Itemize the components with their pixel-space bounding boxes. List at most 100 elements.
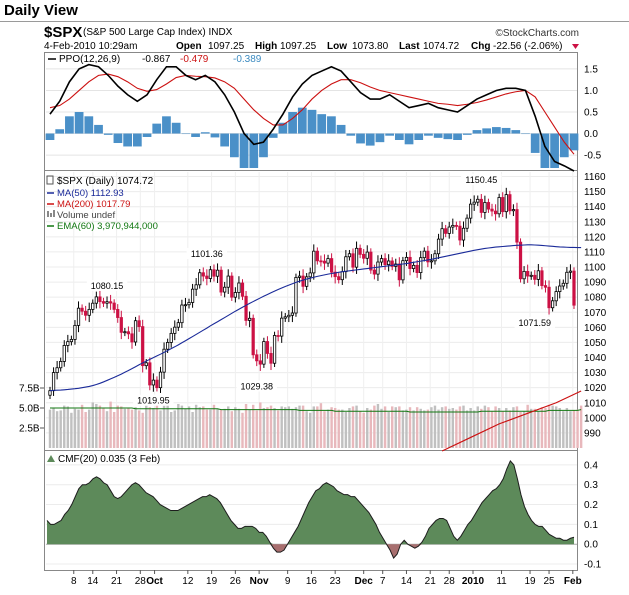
ppo-tick-label: 1.0 (584, 86, 598, 97)
candle (169, 332, 173, 343)
volume-bar (284, 407, 287, 448)
x-axis-label: 7 (380, 576, 386, 587)
candle (486, 202, 491, 210)
chg-value: -22.56 (-2.06%) (493, 41, 562, 52)
x-axis-label: 16 (306, 576, 318, 587)
candle (108, 301, 113, 304)
candle (262, 341, 266, 365)
candle (551, 300, 555, 309)
candle (126, 331, 131, 335)
volume-bar (455, 409, 458, 448)
volume-bar (465, 410, 469, 448)
volume-bar (145, 404, 148, 448)
x-axis-label: 14 (401, 576, 413, 587)
price-annotation: 1019.95 (137, 396, 170, 406)
volume-bar (469, 408, 472, 448)
ppo-histogram-bar (559, 133, 569, 158)
price-annotation: 1080.15 (91, 281, 124, 291)
ppo-histogram-bar (74, 112, 84, 134)
candle (290, 312, 295, 316)
volume-bar (194, 404, 198, 448)
volume-bar (287, 406, 291, 448)
candle (180, 304, 184, 324)
last-label: Last (399, 41, 420, 52)
ppo-legend: PPO(12,26,9) -0.867 -0.479 -0.389 (48, 54, 262, 65)
candle (526, 270, 530, 277)
candle (248, 317, 252, 321)
candle (490, 208, 494, 212)
candle (344, 256, 348, 273)
candle (447, 226, 451, 234)
candle (433, 253, 437, 262)
candle (440, 228, 444, 240)
candle (119, 317, 123, 333)
candle (404, 256, 409, 262)
candle (269, 353, 273, 364)
volume-bar (159, 410, 162, 448)
volume-bar (219, 409, 223, 448)
cmf-tick-label: 0.4 (584, 460, 598, 471)
price-annotation-bg (133, 394, 174, 406)
volume-bar (369, 409, 373, 448)
ppo-histogram-bar (162, 116, 171, 134)
candle (461, 227, 466, 241)
volume-tick-label: 7.5B (19, 384, 40, 395)
candle (219, 269, 223, 293)
candle (194, 284, 198, 290)
candle (48, 390, 52, 396)
candle (458, 225, 462, 241)
candle (372, 269, 376, 275)
price-annotation-bg (236, 380, 277, 392)
ppo-layer: 1.5 1.0 0.5 0.0 -0.5 (45, 63, 602, 172)
x-axis-label: 25 (543, 576, 555, 587)
candle (337, 276, 341, 281)
volume-bar (373, 405, 376, 448)
x-axis-label: Dec (355, 576, 374, 587)
volume-bar (91, 402, 94, 448)
candle (401, 260, 405, 281)
ppo-histogram-bar (230, 133, 239, 158)
candle (66, 341, 70, 346)
candle (226, 275, 230, 288)
candle (362, 253, 366, 259)
ppo-histogram-bar (521, 133, 530, 135)
price-tick-label: 1100 (584, 263, 606, 274)
ppo-histogram-bar (492, 127, 501, 134)
low-label: Low (327, 41, 347, 52)
ppo-histogram-bar (259, 133, 268, 158)
volume-bar (209, 409, 212, 448)
price-tick-label: 1130 (584, 217, 606, 228)
candle (454, 224, 458, 227)
volume-bar (298, 405, 301, 448)
volume-bar (440, 407, 444, 448)
volume-bar (291, 408, 294, 448)
volume-bar (533, 408, 537, 448)
candle (176, 322, 180, 328)
cmf-legend-icon (47, 455, 55, 462)
ppo-tick-label: -0.5 (584, 151, 602, 162)
candle (354, 247, 359, 268)
ppo-histogram-bar (65, 116, 74, 134)
candle (80, 307, 84, 312)
volume-bar (348, 408, 351, 448)
ppo-histogram-bar (317, 114, 327, 134)
candle (283, 316, 287, 319)
candle (76, 307, 81, 326)
volume-bar (333, 408, 337, 448)
volume-bar (112, 412, 116, 448)
volume-bar (472, 410, 476, 448)
volume-bar (401, 410, 405, 448)
candle (444, 228, 448, 234)
candle (251, 317, 255, 356)
candle (116, 308, 120, 318)
volume-bar (109, 401, 112, 448)
volume-bar (405, 409, 408, 448)
candle (294, 277, 298, 314)
volume-bar (437, 409, 440, 448)
candle (137, 320, 141, 327)
volume-bar (251, 404, 255, 448)
price-tick-label: 1120 (584, 232, 606, 243)
volume-bar (419, 408, 422, 448)
volume-bar (305, 411, 308, 448)
volume-bar (494, 406, 497, 448)
